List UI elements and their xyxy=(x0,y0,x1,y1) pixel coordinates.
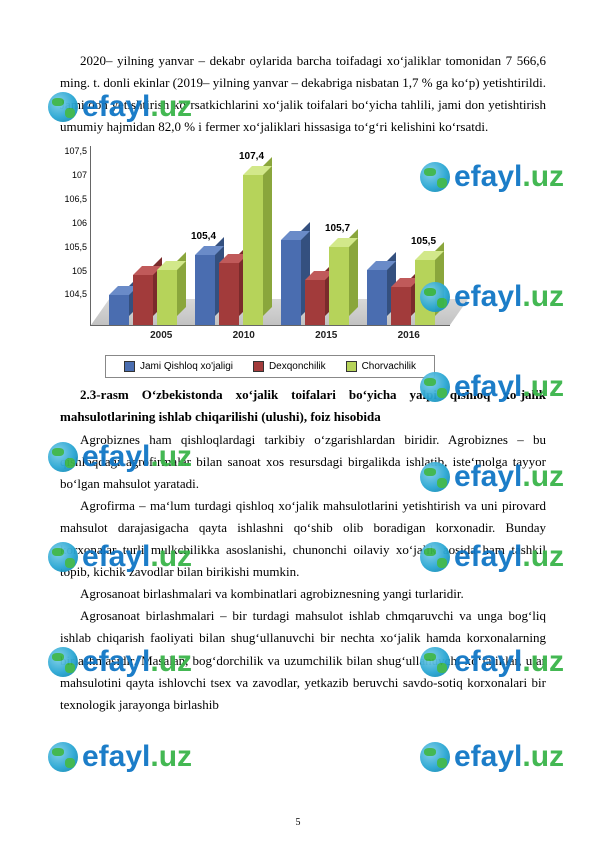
ytick: 106,5 xyxy=(53,194,87,204)
xtick: 2010 xyxy=(233,330,255,341)
page-number: 5 xyxy=(0,817,596,828)
bar-dexqon xyxy=(133,275,153,325)
ytick: 107 xyxy=(53,170,87,180)
legend-swatch xyxy=(346,361,357,372)
body-paragraph: Agrofirma – maʻlum turdagi qishloq xoʻja… xyxy=(60,495,546,583)
globe-icon xyxy=(420,742,450,772)
legend-item: Jami Qishloq xo'jaligi xyxy=(124,361,233,372)
bar-dexqon xyxy=(391,287,411,325)
watermark-text: efayl xyxy=(82,740,150,774)
xtick: 2005 xyxy=(150,330,172,341)
chart-2-3: 107,5 107 106,5 106 105,5 105 104,5 xyxy=(90,146,450,378)
bar-dexqon xyxy=(305,280,325,325)
watermark-text: efayl xyxy=(454,740,522,774)
bar-jami: 105,4 xyxy=(195,255,215,325)
body-paragraph: Agrosanoat birlashmalari – bir turdagi m… xyxy=(60,605,546,715)
ytick: 104,5 xyxy=(53,289,87,299)
legend-item: Dexqonchilik xyxy=(253,361,326,372)
watermark-text: .uz xyxy=(522,740,564,774)
xtick: 2015 xyxy=(315,330,337,341)
xtick: 2016 xyxy=(398,330,420,341)
bar-jami xyxy=(367,270,387,325)
y-axis-labels: 107,5 107 106,5 106 105,5 105 104,5 xyxy=(53,146,87,299)
bar-value-label: 107,4 xyxy=(239,151,264,162)
ytick: 106 xyxy=(53,218,87,228)
watermark: efayl.uz xyxy=(420,740,564,774)
ytick: 107,5 xyxy=(53,146,87,156)
bar-chorva: 107,4 xyxy=(243,175,263,325)
bar-value-label: 105,5 xyxy=(411,236,436,247)
bar-jami xyxy=(281,240,301,325)
body-paragraph: Agrosanoat birlashmalari va kombinatlari… xyxy=(60,583,546,605)
chart-plot-area: 107,5 107 106,5 106 105,5 105 104,5 xyxy=(90,146,450,326)
legend-swatch xyxy=(124,361,135,372)
legend-label: Jami Qishloq xo'jaligi xyxy=(140,361,233,372)
bar-chorva: 105,7 xyxy=(329,247,349,325)
legend-swatch xyxy=(253,361,264,372)
legend-label: Chorvachilik xyxy=(362,361,416,372)
figure-caption: 2.3-rasm Oʻzbekistonda xoʻjalik toifalar… xyxy=(60,384,546,428)
x-axis-labels: 2005 2010 2015 2016 xyxy=(90,330,450,341)
legend-label: Dexqonchilik xyxy=(269,361,326,372)
ytick: 105,5 xyxy=(53,242,87,252)
globe-icon xyxy=(48,742,78,772)
bar-jami xyxy=(109,295,129,325)
bar-value-label: 105,4 xyxy=(191,231,216,242)
watermark-text: .uz xyxy=(150,740,192,774)
body-paragraph: Agrobiznes ham qishloqlardagi tarkibiy o… xyxy=(60,429,546,495)
intro-paragraph: 2020– yilning yanvar – dekabr oylarida b… xyxy=(60,50,546,138)
bar-value-label: 105,7 xyxy=(325,223,350,234)
bar-chorva xyxy=(157,270,177,325)
bar-chorva: 105,5 xyxy=(415,260,435,325)
watermark: efayl.uz xyxy=(48,740,192,774)
ytick: 105 xyxy=(53,266,87,276)
chart-legend: Jami Qishloq xo'jaligi Dexqonchilik Chor… xyxy=(105,355,435,378)
bar-dexqon xyxy=(219,263,239,325)
legend-item: Chorvachilik xyxy=(346,361,416,372)
